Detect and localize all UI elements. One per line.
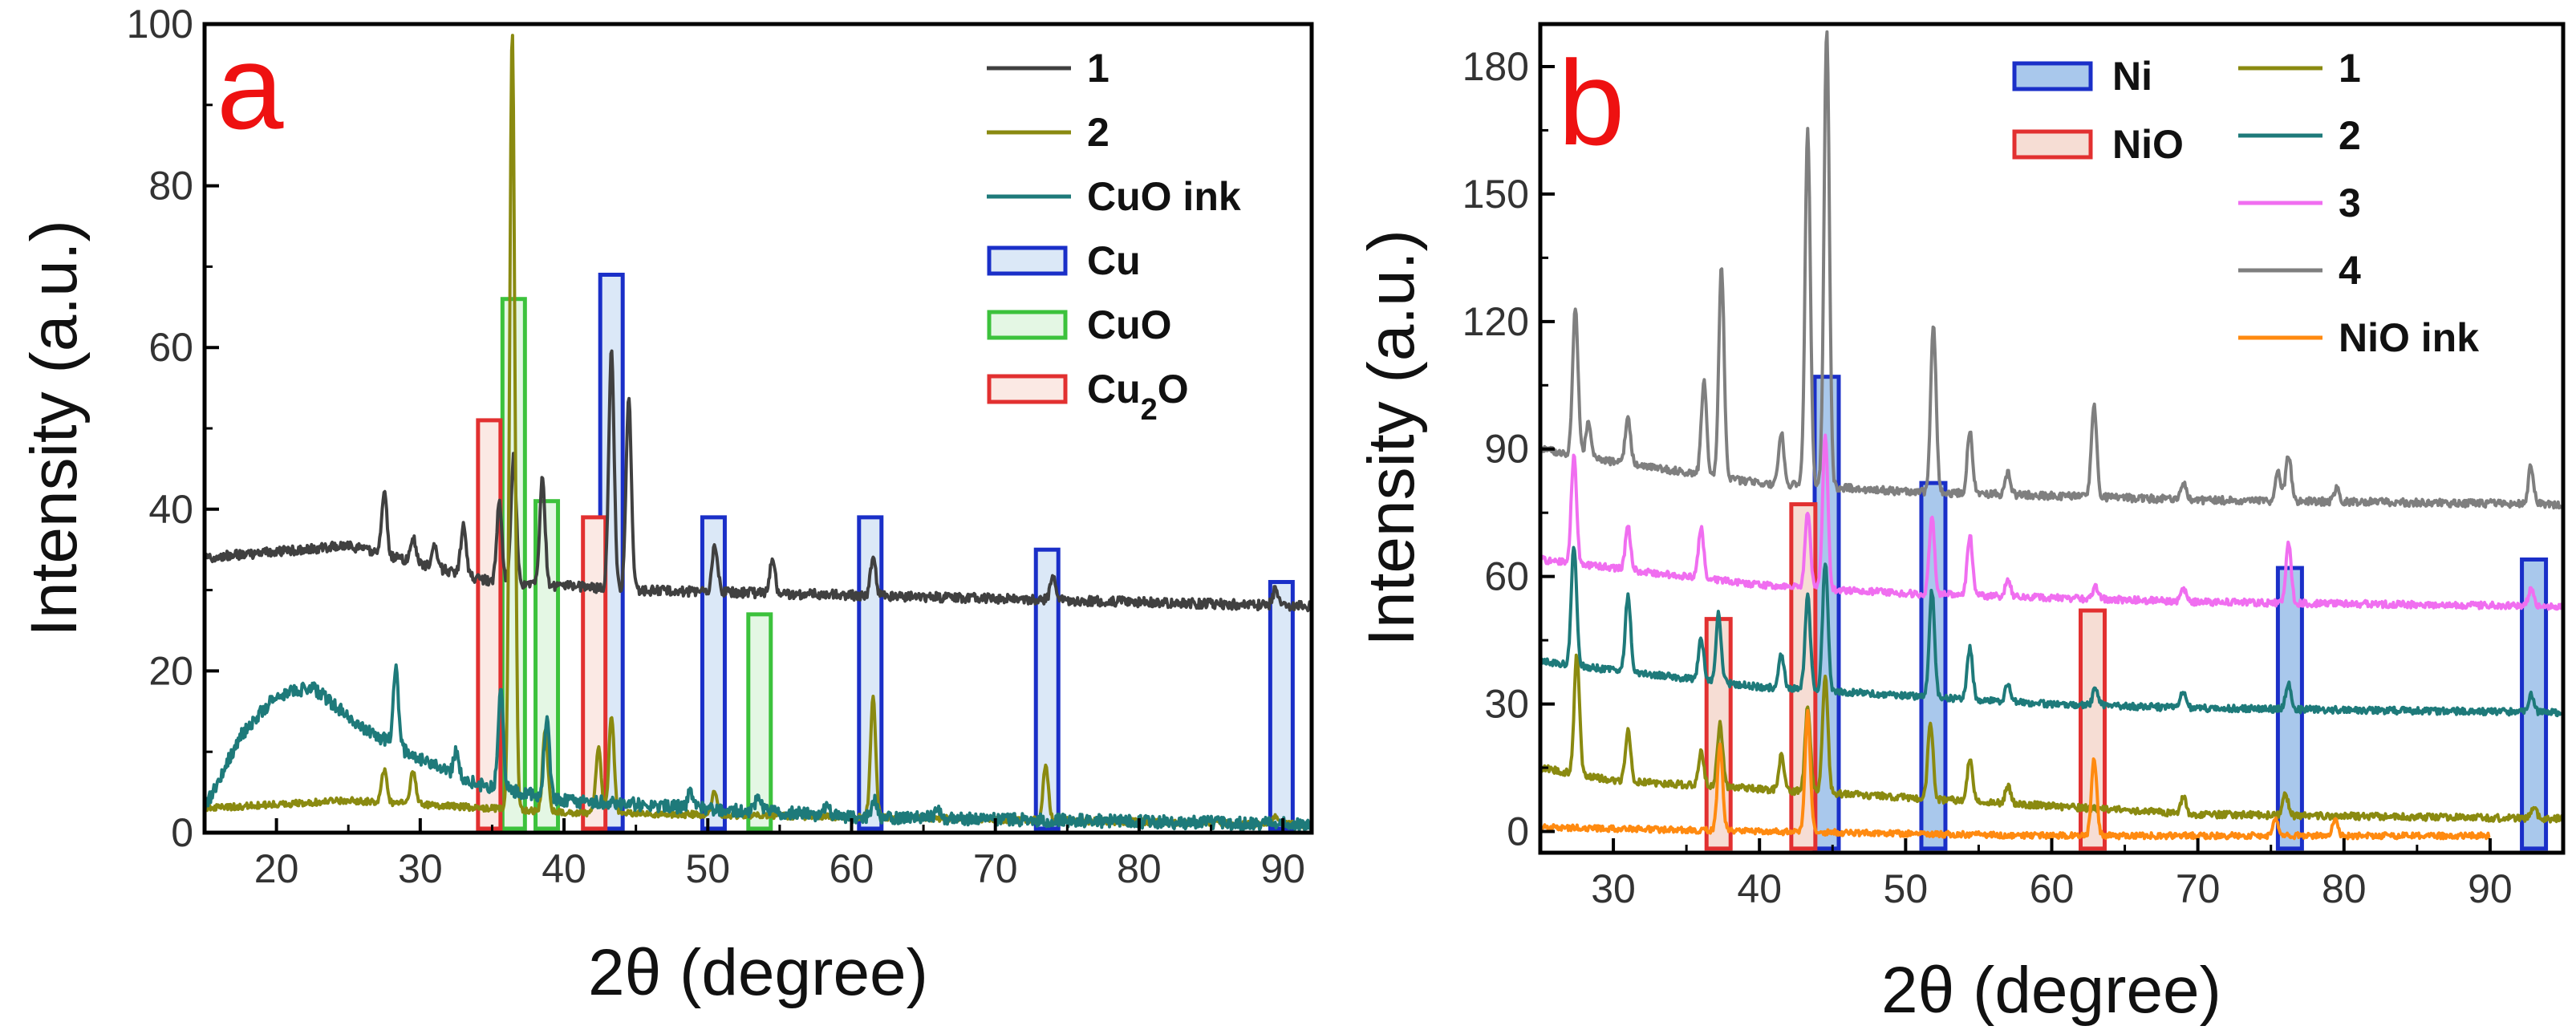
panel-b-legend-swatch-0 bbox=[2012, 61, 2093, 91]
panel-b-x-axis-title: 2θ (degree) bbox=[1881, 954, 2221, 1027]
panel-b-legend-label-3: 2 bbox=[2339, 113, 2361, 158]
panel-a-x-tick-label-5: 70 bbox=[973, 846, 1018, 891]
panel-b-x-tick-label-2: 50 bbox=[1884, 866, 1929, 911]
panel-b-x-tick-label-6: 90 bbox=[2468, 866, 2513, 911]
panel-b-legend: Ni NiO 1 2 3 4 NiO ink bbox=[2012, 46, 2479, 360]
panel-a-legend-label-3: Cu bbox=[1087, 238, 1141, 283]
panel-b-legend-swatch-1 bbox=[2012, 129, 2093, 160]
panel-b-marker-nio-2 bbox=[2079, 608, 2107, 851]
panel-a-marker-cu-1 bbox=[700, 515, 727, 831]
panel-a-legend-item-2: 2 bbox=[987, 110, 1110, 155]
panel-b-legend-item-2: 2 bbox=[2238, 113, 2361, 158]
panel-a-legend-swatch-5 bbox=[987, 374, 1068, 404]
panel-a-legend-item-cu: Cu bbox=[987, 238, 1141, 283]
panel-b-series bbox=[1539, 30, 2565, 841]
panel-b-y-tick-label-4: 120 bbox=[1462, 299, 1529, 344]
panel-b-legend-item-3: 3 bbox=[2238, 180, 2361, 225]
panel-a-legend-item-cuo-ink: CuO ink bbox=[987, 174, 1241, 219]
panel-a-x-axis-title: 2θ (degree) bbox=[588, 936, 928, 1009]
panel-b-legend-item-1: 1 bbox=[2238, 46, 2361, 91]
panel-b-x-tick-label-0: 30 bbox=[1591, 866, 1636, 911]
panel-a-legend-swatch-4 bbox=[987, 310, 1068, 340]
panel-b-y-tick-label-2: 60 bbox=[1484, 554, 1529, 599]
panel-a-x-tick-label-4: 60 bbox=[830, 846, 874, 891]
panel-b-x-tick-label-1: 40 bbox=[1737, 866, 1782, 911]
panel-b-x-tick-label-5: 80 bbox=[2322, 866, 2367, 911]
panel-b-y-tick-label-6: 180 bbox=[1462, 44, 1529, 89]
panel-b: 30 40 50 60 70 80 90 0 30 60 90 120 150 180 b 2θ (de… bbox=[1355, 22, 2566, 1027]
panel-a-legend-label-4: CuO bbox=[1087, 302, 1172, 347]
panel-a-legend-label-2: CuO ink bbox=[1087, 174, 1241, 219]
panel-a-letter: a bbox=[217, 19, 284, 154]
panel-a-legend-item-cuo: CuO bbox=[987, 302, 1172, 347]
panel-a-x-tick-label-2: 40 bbox=[542, 846, 586, 891]
panel-b-y-tick-label-3: 90 bbox=[1484, 427, 1529, 472]
panel-b-series-4 bbox=[1539, 30, 2564, 510]
panel-a-marker-cu2o-0 bbox=[476, 418, 503, 831]
panel-a-legend-swatch-3 bbox=[987, 245, 1068, 276]
panel-a-x-ticks: 20 30 40 50 60 70 80 90 bbox=[203, 818, 1305, 891]
panel-b-y-axis-title: Intensity (a.u.) bbox=[1355, 229, 1428, 647]
panel-a-series-cuo-ink bbox=[203, 663, 1313, 832]
panel-b-legend-item-nio: NiO bbox=[2012, 122, 2184, 167]
panel-a-legend-label-5: Cu2O bbox=[1087, 367, 1189, 427]
panel-a-y-tick-label-3: 60 bbox=[148, 325, 193, 370]
panel-b-letter: b bbox=[1558, 35, 1625, 170]
panel-a-y-tick-label-1: 20 bbox=[148, 648, 193, 693]
panel-b-legend-label-4: 3 bbox=[2339, 180, 2361, 225]
panel-b-x-tick-label-3: 60 bbox=[2030, 866, 2075, 911]
panel-a-y-axis-title: Intensity (a.u.) bbox=[18, 220, 91, 637]
panel-a-marker-cuo-2 bbox=[746, 612, 773, 831]
panel-b-legend-label-1: NiO bbox=[2112, 122, 2184, 167]
panel-b-y-ticks: 0 30 60 90 120 150 180 bbox=[1462, 44, 1555, 854]
panel-b-x-ticks: 30 40 50 60 70 80 90 bbox=[1539, 838, 2565, 911]
panel-b-y-tick-label-1: 30 bbox=[1484, 682, 1529, 727]
panel-b-series-3 bbox=[1539, 433, 2564, 611]
panel-b-legend-item-nio-ink: NiO ink bbox=[2238, 315, 2479, 360]
panel-a-x-tick-label-6: 80 bbox=[1117, 846, 1162, 891]
panel-a-legend-item-cu2o: Cu2O bbox=[987, 367, 1189, 427]
panel-a-legend-label-0: 1 bbox=[1087, 46, 1110, 91]
panel-a-series-1 bbox=[204, 349, 1313, 613]
panel-b-legend-item-4: 4 bbox=[2238, 248, 2361, 293]
panel-a-legend: 1 2 CuO ink Cu CuO Cu2O bbox=[987, 46, 1241, 427]
panel-a-series bbox=[203, 34, 1313, 832]
panel-a-y-tick-label-0: 0 bbox=[171, 810, 193, 855]
panel-a-x-tick-label-0: 20 bbox=[254, 846, 299, 891]
panel-b-legend-label-2: 1 bbox=[2339, 46, 2361, 91]
panel-b-legend-item-ni: Ni bbox=[2012, 54, 2152, 99]
panel-a-x-tick-label-3: 50 bbox=[685, 846, 730, 891]
panel-b-series-1 bbox=[1539, 653, 2565, 824]
panel-a-legend-item-1: 1 bbox=[987, 46, 1110, 91]
panel-a-y-tick-label-2: 40 bbox=[148, 487, 193, 532]
panel-b-series-2 bbox=[1539, 545, 2564, 718]
panel-b-legend-label-0: Ni bbox=[2112, 54, 2152, 99]
panel-a-legend-label-1: 2 bbox=[1087, 110, 1110, 155]
panel-b-series-nio-ink bbox=[1539, 708, 2491, 841]
panel-a-y-ticks: 0 20 40 60 80 100 bbox=[127, 2, 219, 855]
panel-a-x-tick-label-7: 90 bbox=[1260, 846, 1305, 891]
panel-a: 20 30 40 50 60 70 80 90 0 20 40 60 80 100 a 2θ (degr… bbox=[18, 2, 1314, 1009]
panel-a-marker-cu-4 bbox=[1268, 580, 1295, 831]
panel-b-y-tick-label-0: 0 bbox=[1507, 809, 1529, 854]
panel-b-legend-label-6: NiO ink bbox=[2339, 315, 2479, 360]
panel-a-y-tick-label-4: 80 bbox=[148, 164, 193, 209]
panel-a-y-tick-label-5: 100 bbox=[127, 2, 193, 47]
panel-a-x-tick-label-1: 30 bbox=[398, 846, 443, 891]
panel-b-y-tick-label-5: 150 bbox=[1462, 172, 1529, 217]
panel-b-x-tick-label-4: 70 bbox=[2176, 866, 2221, 911]
panel-b-legend-label-5: 4 bbox=[2339, 248, 2361, 293]
